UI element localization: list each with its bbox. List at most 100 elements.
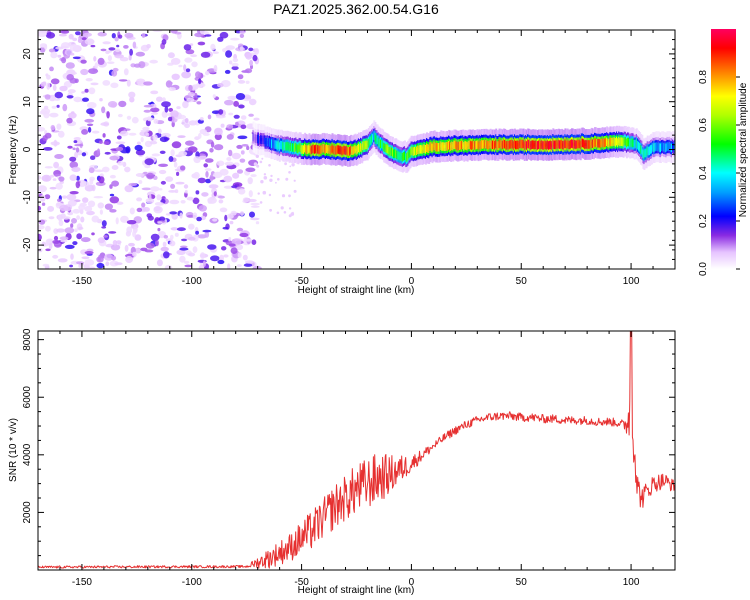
signal-cell [633, 142, 636, 146]
signal-cell [464, 143, 467, 147]
noise-cell [161, 39, 167, 45]
noise-cell [213, 64, 218, 73]
signal-cell [491, 143, 494, 147]
noise-cell [269, 178, 273, 182]
noise-cell [197, 41, 206, 46]
signal-cell [421, 148, 424, 152]
noise-cell [64, 227, 75, 234]
noise-cell [97, 237, 106, 244]
noise-cell [91, 232, 95, 236]
noise-cell [202, 132, 210, 136]
noise-cell [40, 81, 47, 87]
noise-cell [114, 262, 123, 266]
signal-cell [673, 145, 675, 149]
noise-cell [105, 261, 110, 267]
signal-cell [260, 137, 263, 142]
noise-cell [73, 96, 82, 103]
noise-cell [60, 42, 71, 49]
noise-cell [111, 165, 119, 170]
signal-cell [535, 143, 538, 147]
signal-cell [493, 143, 495, 147]
noise-cell [209, 148, 214, 153]
noise-cell [167, 116, 173, 122]
x-tick-label: -150 [72, 577, 92, 588]
signal-cell [307, 147, 310, 152]
signal-cell [583, 141, 585, 146]
noise-cell [145, 132, 150, 137]
noise-cell [238, 104, 245, 109]
signal-cell [546, 142, 549, 147]
signal-cell [584, 142, 587, 147]
noise-cell [76, 233, 83, 240]
y-tick-label: 2000 [22, 501, 33, 524]
signal-cell [533, 143, 536, 147]
noise-cell [115, 48, 121, 53]
noise-cell [104, 203, 113, 210]
snr-y-ticks: 2000 4000 6000 8000 [22, 328, 675, 557]
noise-cell [158, 188, 163, 191]
signal-cell [531, 143, 534, 147]
signal-cell [442, 144, 445, 148]
noise-cell [288, 207, 292, 210]
noise-cell [212, 51, 219, 54]
signal-cell [420, 147, 423, 151]
noise-cell [78, 226, 84, 230]
noise-cell [177, 135, 186, 139]
signal-cell [404, 154, 406, 158]
noise-cell [83, 32, 92, 37]
noise-cell [88, 167, 95, 174]
signal-cell [613, 139, 616, 144]
noise-cell [277, 178, 280, 181]
noise-cell [226, 134, 234, 140]
noise-cell [135, 51, 145, 57]
signal-cell [299, 146, 302, 150]
noise-cell [170, 183, 176, 189]
noise-cell [90, 44, 96, 48]
noise-cell [237, 135, 248, 140]
noise-cell [170, 110, 179, 118]
noise-cell [250, 202, 260, 206]
signal-cell [277, 143, 280, 147]
noise-cell [170, 234, 174, 240]
colorbar-gradient [711, 29, 736, 269]
noise-cell [291, 163, 295, 167]
noise-cell [225, 45, 235, 50]
signal-cell [496, 143, 499, 148]
noise-cell [61, 56, 67, 64]
noise-cell [222, 226, 229, 230]
noise-cell [176, 249, 186, 256]
noise-cell [50, 51, 58, 59]
noise-cell [240, 150, 245, 155]
noise-cell [126, 115, 132, 120]
noise-cell [161, 110, 168, 118]
noise-cell [150, 186, 160, 192]
noise-cell [85, 78, 93, 82]
noise-cell [97, 57, 105, 65]
signal-cell [638, 144, 640, 148]
noise-cell [192, 197, 200, 205]
signal-cell [386, 147, 389, 151]
noise-cell [51, 105, 57, 109]
noise-cell [161, 97, 166, 102]
noise-cell [198, 133, 202, 139]
noise-cell [224, 214, 228, 222]
noise-cell [231, 96, 236, 101]
signal-cell [600, 141, 603, 145]
signal-cell [664, 145, 667, 150]
signal-cell [511, 142, 514, 146]
signal-cell [477, 144, 480, 148]
noise-cell [72, 37, 78, 42]
noise-cell [81, 256, 90, 260]
signal-cell [400, 155, 403, 159]
noise-cell [170, 227, 179, 231]
noise-cell [212, 218, 218, 222]
signal-cell [672, 144, 674, 148]
noise-cell [134, 234, 142, 241]
noise-cell [82, 97, 89, 102]
noise-cell [38, 225, 45, 230]
signal-cell [455, 143, 458, 148]
signal-cell [602, 141, 605, 145]
noise-cell [276, 211, 280, 215]
noise-cell [182, 100, 189, 109]
signal-cell [326, 146, 328, 151]
